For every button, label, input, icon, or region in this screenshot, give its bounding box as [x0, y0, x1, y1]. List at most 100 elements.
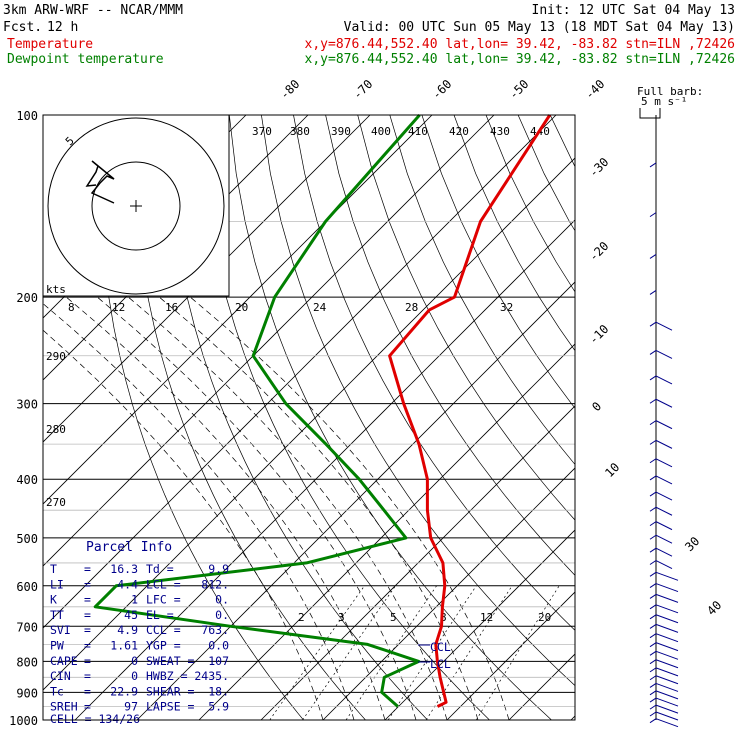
hodograph-trace	[85, 160, 115, 204]
dewpoint-legend-label: Dewpoint temperature	[7, 52, 164, 67]
mixing-ratio-label-low: 20	[538, 611, 551, 624]
mixing-ratio-line	[387, 585, 477, 720]
theta-label-top: 370	[252, 125, 272, 138]
parcel-row-value: 1.61	[110, 639, 138, 653]
mixing-ratio-label-low: 12	[480, 611, 493, 624]
theta-label-top: 420	[449, 125, 469, 138]
lcl-annotation: LCL	[430, 657, 451, 671]
wind-barb-flag	[655, 682, 679, 692]
parcel-row-label: CIN	[50, 669, 71, 683]
temperature-trace	[388, 114, 552, 708]
wind-barb-flag	[655, 349, 673, 359]
theta-label-top: 430	[490, 125, 510, 138]
parcel-row-label-b: LFC =	[146, 593, 181, 607]
wind-barb-flag	[655, 675, 679, 685]
pressure-tick-label: 900	[16, 686, 38, 700]
wind-barb-staff	[649, 458, 657, 464]
parcel-row-value: 45	[124, 608, 138, 622]
parcel-row-label: K	[50, 593, 57, 607]
wind-barb-staff	[649, 162, 657, 168]
wind-barb-flag	[655, 614, 679, 624]
pressure-tick-label: 200	[16, 291, 38, 305]
parcel-row-eq: =	[84, 639, 91, 653]
parcel-row-label: TT	[50, 608, 64, 622]
temperature-legend-label: Temperature	[7, 37, 93, 52]
parcel-row-label: T	[50, 562, 57, 576]
parcel-row-label-b: CCL =	[146, 623, 181, 637]
theta-label-top: 390	[331, 125, 351, 138]
wind-barb-flag	[655, 491, 673, 501]
wind-barb-staff	[649, 675, 657, 681]
moist-adiabat-line	[43, 329, 324, 720]
fcst-label: Fcst.	[3, 20, 42, 35]
wind-barb-staff	[649, 614, 657, 620]
parcel-row-value: 4.9	[117, 623, 138, 637]
parcel-row-label: Tc	[50, 684, 64, 698]
wind-barb-staff	[649, 604, 657, 610]
mixing-ratio-label-low: 2	[298, 611, 305, 624]
dry-adiabat-line	[421, 115, 575, 409]
wind-barb-staff	[649, 697, 657, 703]
wind-barb-staff	[649, 650, 657, 656]
dry-adiabat-line	[517, 115, 575, 232]
wind-barb-flag	[655, 659, 679, 669]
dewpoint-location-info: x,y=876.44,552.40 lat,lon= 39.42, -83.82…	[305, 52, 735, 67]
wind-barb-staff	[649, 254, 657, 259]
wind-barb-flag	[655, 593, 679, 603]
pressure-tick-label: 100	[16, 109, 38, 123]
wind-barb-flag	[655, 583, 679, 593]
parcel-row-value: 97	[124, 700, 138, 714]
pressure-tick-label: 300	[16, 398, 38, 412]
isotherm-line	[43, 115, 495, 567]
mixing-ratio-label-mid: 24	[313, 301, 327, 314]
wind-barb-flag	[655, 534, 673, 544]
parcel-cell: CELL = 134/26	[50, 712, 140, 726]
model-title: 3km ARW-WRF -- NCAR/MMM	[3, 3, 183, 18]
wind-barb-staff	[649, 491, 657, 497]
isotherm-label-right: 0	[589, 399, 604, 414]
wind-barb-flag	[655, 667, 679, 677]
wind-barb-flag	[655, 571, 679, 581]
wind-barb-staff	[649, 623, 657, 629]
wind-barb-flag	[655, 439, 673, 449]
wind-barb-flag	[655, 642, 679, 652]
isotherm-label-top: -50	[506, 77, 531, 102]
wind-barb-staff	[649, 321, 657, 327]
isotherm-line	[446, 591, 575, 720]
wind-barb-staff	[649, 439, 657, 445]
hodograph-ring-outer	[47, 117, 225, 295]
parcel-row-label: SVI	[50, 623, 71, 637]
parcel-row-value-b: 5.9	[208, 700, 229, 714]
mixing-ratio-label-mid: 32	[500, 301, 513, 314]
dry-adiabat-line	[196, 115, 491, 720]
isotherm-label-right: 30	[682, 534, 702, 554]
parcel-row-value-b: 107	[208, 654, 229, 668]
mixing-ratio-label-mid: 28	[405, 301, 418, 314]
wind-barb-flag	[655, 623, 679, 633]
parcel-row-value-b: 763.	[201, 623, 229, 637]
parcel-row-value-b: 18.	[208, 684, 229, 698]
isotherm-label-right: 40	[704, 598, 724, 618]
hodograph: 5 kts	[42, 114, 230, 297]
pressure-tick-label: 500	[16, 532, 38, 546]
parcel-row-eq: =	[84, 684, 91, 698]
parcel-info-title: Parcel Info	[86, 540, 172, 555]
theta-label-left: 290	[46, 350, 66, 363]
dry-adiabat-line	[389, 115, 575, 465]
dry-adiabat-line	[357, 115, 575, 521]
parcel-row-label-b: EL =	[146, 608, 174, 622]
temperature-location-info: x,y=876.44,552.40 lat,lon= 39.42, -83.82…	[305, 37, 735, 52]
parcel-row-label-b: LCL =	[146, 577, 181, 591]
parcel-row-value: 1	[131, 593, 138, 607]
parcel-row-value: 22.9	[110, 684, 138, 698]
init-time: Init: 12 UTC Sat 04 May 13	[532, 3, 736, 18]
wind-legend-sample-barb	[639, 108, 661, 119]
wind-barb-flag	[655, 547, 673, 557]
parcel-row-label: CAPE	[50, 654, 78, 668]
mixing-ratio-label-low: 3	[338, 611, 345, 624]
wind-barb-flag	[655, 398, 673, 408]
wind-barb-staff	[649, 583, 657, 588]
isotherm-line	[198, 343, 575, 720]
parcel-row-value-b: 9.9	[208, 562, 229, 576]
dry-adiabat-line	[582, 115, 740, 733]
